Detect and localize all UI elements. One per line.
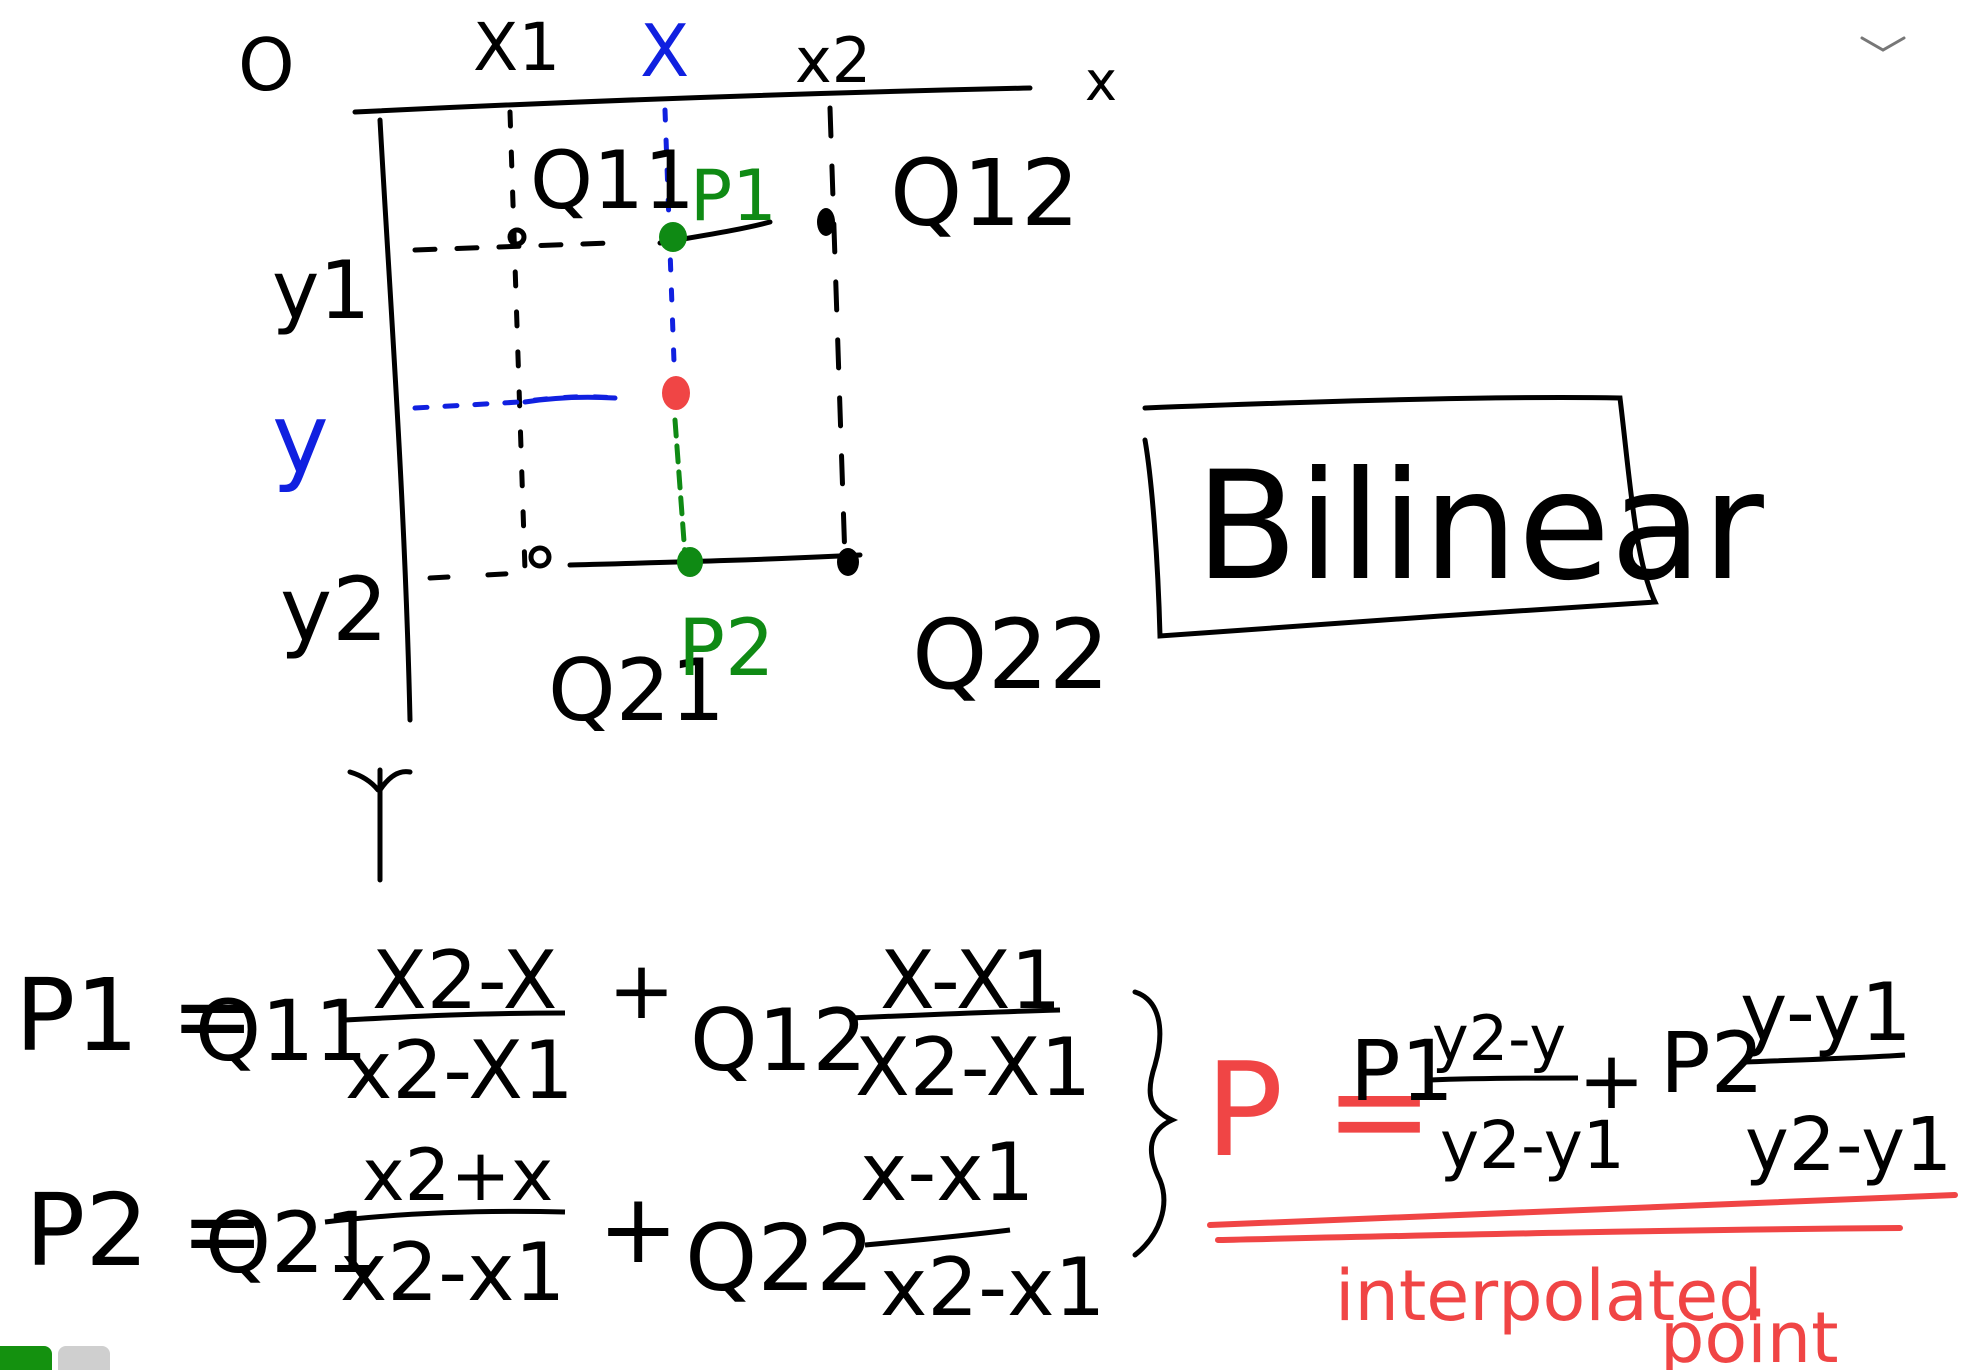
p1-point	[659, 222, 687, 252]
grid-points	[507, 208, 859, 577]
q21-point	[528, 545, 552, 569]
note-line1: interpolated	[1335, 1255, 1763, 1337]
p-plus: +	[1578, 1034, 1645, 1127]
p2-t2-den: x2-x1	[880, 1241, 1105, 1334]
title-text: Bilinear	[1195, 440, 1764, 614]
q11-label: Q11	[530, 134, 695, 227]
axes	[347, 85, 1033, 883]
p1-q11: Q11	[195, 982, 368, 1080]
origin-label: O	[238, 23, 295, 107]
q22-label: Q22	[912, 599, 1110, 711]
x-axis-line	[352, 85, 1033, 115]
note-line2: point	[1660, 1297, 1839, 1370]
p2-plus: +	[598, 1173, 678, 1285]
title-box: Bilinear	[1142, 394, 1764, 639]
x2-label: x2	[795, 24, 871, 97]
x1-label: X1	[473, 9, 560, 86]
y-label: y	[272, 383, 329, 495]
p1-plus: +	[608, 944, 675, 1037]
equation-p1: P1 = Q11 X2-X x2-X1 + Q12 X-X1 X2-X1	[15, 934, 1091, 1117]
p-t1-num: y2-y	[1432, 1002, 1566, 1075]
p1-t2-den: X2-X1	[855, 1021, 1091, 1114]
p2-label: P2	[678, 604, 775, 694]
p1-label: P1	[690, 155, 777, 237]
x-label: X	[640, 9, 689, 93]
q12-point	[817, 208, 835, 236]
p2-t1-num: x2+x	[362, 1133, 553, 1217]
q21-label: Q21	[548, 641, 725, 741]
p1-q12: Q12	[690, 991, 867, 1091]
x-axis-label: x	[1085, 50, 1117, 113]
p2-point	[677, 547, 703, 577]
p-underline	[1207, 1192, 1958, 1243]
p1-lhs: P1 =	[15, 957, 255, 1074]
p-t2-den: y2-y1	[1745, 1102, 1952, 1188]
p1-t1-den: x2-X1	[345, 1024, 574, 1117]
p2-lhs: P2 =	[25, 1172, 265, 1289]
equation-p: P = P1 y2-y y2-y1 + P2 y-y1 y2-y1 interp…	[1205, 966, 1958, 1370]
page-tab-inactive[interactable]	[58, 1346, 110, 1370]
p-t1-den: y2-y1	[1440, 1107, 1625, 1184]
page-tab-active[interactable]	[0, 1346, 52, 1370]
equation-p2: P2 = Q21 x2+x x2-x1 + Q22 x-x1 x2-x1	[25, 1126, 1105, 1334]
p-lhs: P =	[1205, 1034, 1434, 1186]
p2-q21: Q21	[205, 1194, 378, 1292]
y2-label: y2	[280, 558, 388, 661]
y-axis-arrow	[347, 767, 413, 883]
q11-point	[507, 227, 527, 247]
p2-t1-den: x2-x1	[340, 1226, 565, 1319]
p-t2-num: y-y1	[1740, 966, 1912, 1059]
y-axis-line	[377, 117, 413, 723]
chevron-down-icon[interactable]	[1858, 30, 1908, 60]
p2-t2-num: x-x1	[860, 1126, 1034, 1219]
brace	[1132, 989, 1179, 1258]
q12-label: Q12	[890, 140, 1079, 247]
p2-q22: Q22	[685, 1205, 874, 1312]
q22-point	[837, 548, 859, 576]
interpolated-point	[662, 376, 690, 410]
y1-label: y1	[272, 244, 370, 337]
p-c1: P1	[1350, 1022, 1454, 1120]
